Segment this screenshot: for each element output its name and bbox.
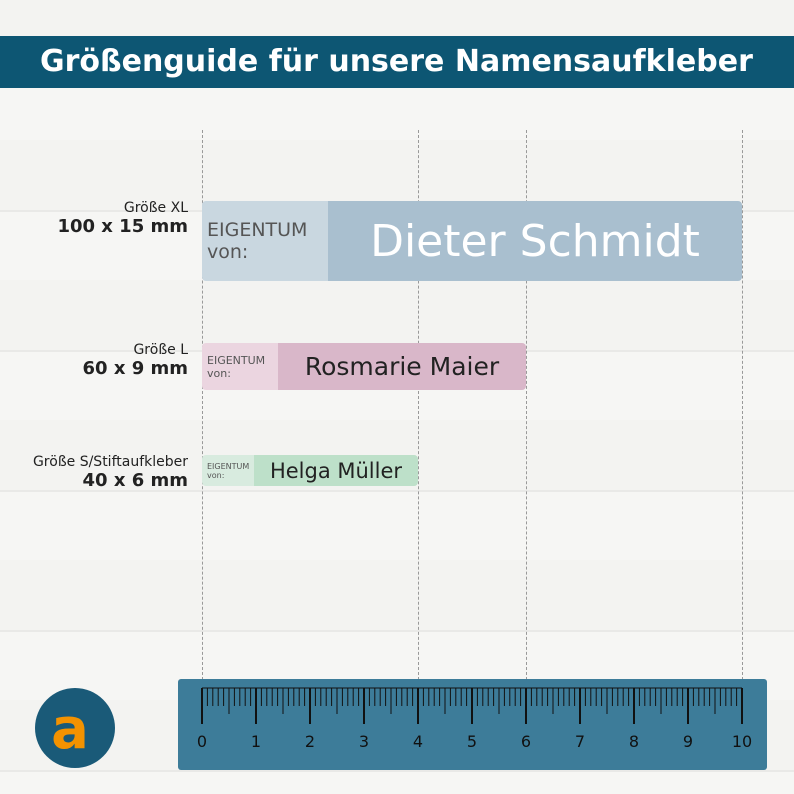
guide-line [202,130,203,680]
ruler-label: 4 [413,732,423,751]
size-dimensions: 40 x 6 mm [82,470,189,491]
owner: EIGENTUM [207,219,308,241]
size-name: Größe L [133,342,188,358]
ruler-label: 8 [629,732,639,751]
sticker-left: EIGENTUM von: [202,201,328,281]
size-dimensions: 60 x 9 mm [82,358,189,379]
guide-line [526,130,527,680]
guide-line [418,130,419,680]
ruler-label: 9 [683,732,693,751]
ruler-label: 2 [305,732,315,751]
owner: EIGENTUM [207,461,250,471]
ruler-label: 7 [575,732,585,751]
size-caption: Größe S/Stiftaufkleber 40 x 6 mm [33,454,188,491]
sticker-name: Dieter Schmidt [328,201,742,281]
guide-line [742,130,743,680]
logo [35,688,115,768]
title: Größenguide für unsere Namensaufkleber [40,44,753,79]
size-caption: Größe L 60 x 9 mm [83,342,189,379]
header: Größenguide für unsere Namensaufkleber [0,36,794,88]
size-dimensions: 100 x 15 mm [57,216,188,237]
sticker-name: Rosmarie Maier [278,343,526,390]
sticker-s: EIGENTUM von: Helga Müller [202,455,418,486]
ruler-label: 10 [732,732,752,751]
sticker-left: EIGENTUM von: [202,455,254,486]
ruler-body [178,679,767,770]
logo-letter: a [51,697,89,762]
sticker-l: EIGENTUM von: Rosmarie Maier [202,343,526,390]
ruler-label: 6 [521,732,531,751]
von: von: [207,470,225,480]
ruler-label: 5 [467,732,477,751]
von: von: [207,366,231,380]
sticker-name: Helga Müller [254,455,418,486]
ruler-label: 3 [359,732,369,751]
size-name: Größe S/Stiftaufkleber [32,454,188,470]
von: von: [207,241,249,263]
sticker-xl: EIGENTUM von: Dieter Schmidt [202,201,742,281]
ruler-label: 1 [251,732,261,751]
ruler-label: 0 [197,732,207,751]
sticker-left: EIGENTUM von: [202,343,278,390]
owner: EIGENTUM [207,353,266,367]
size-caption: Größe XL 100 x 15 mm [57,200,188,237]
size-name: Größe XL [123,200,188,216]
